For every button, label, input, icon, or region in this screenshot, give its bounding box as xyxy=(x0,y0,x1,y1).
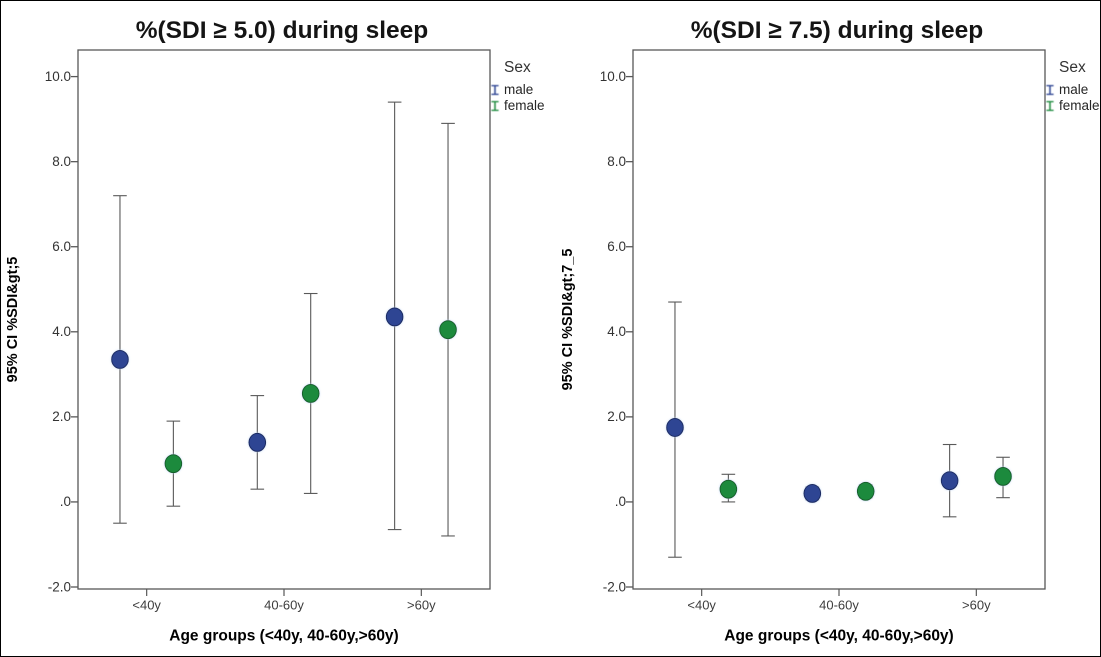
svg-text:%(SDI ≥ 5.0) during sleep: %(SDI ≥ 5.0) during sleep xyxy=(136,17,429,44)
svg-text:95% CI %SDI&gt;5: 95% CI %SDI&gt;5 xyxy=(5,257,21,383)
svg-text:>60y: >60y xyxy=(962,597,991,612)
svg-text:2.0: 2.0 xyxy=(52,409,71,424)
svg-text:10.0: 10.0 xyxy=(45,69,71,84)
svg-text:<40y: <40y xyxy=(687,597,716,612)
svg-text:Sex: Sex xyxy=(1059,59,1086,76)
svg-text:male: male xyxy=(504,82,533,97)
svg-text:Age groups (<40y, 40-60y,>60y): Age groups (<40y, 40-60y,>60y) xyxy=(169,628,398,645)
svg-text:.0: .0 xyxy=(615,494,626,509)
svg-text:6.0: 6.0 xyxy=(607,239,626,254)
svg-text:-2.0: -2.0 xyxy=(48,579,71,594)
svg-text:2.0: 2.0 xyxy=(607,409,626,424)
svg-text:10.0: 10.0 xyxy=(600,69,626,84)
svg-text:Sex: Sex xyxy=(504,59,531,76)
svg-text:4.0: 4.0 xyxy=(607,324,626,339)
svg-text:<40y: <40y xyxy=(132,597,161,612)
svg-text:-2.0: -2.0 xyxy=(603,579,626,594)
svg-text:male: male xyxy=(1059,82,1088,97)
svg-text:Age groups (<40y, 40-60y,>60y): Age groups (<40y, 40-60y,>60y) xyxy=(724,628,953,645)
svg-text:%(SDI ≥ 7.5) during sleep: %(SDI ≥ 7.5) during sleep xyxy=(691,17,984,44)
svg-text:40-60y: 40-60y xyxy=(819,597,859,612)
svg-text:female: female xyxy=(504,98,545,113)
svg-text:.0: .0 xyxy=(60,494,71,509)
svg-text:6.0: 6.0 xyxy=(52,239,71,254)
svg-text:8.0: 8.0 xyxy=(52,154,71,169)
svg-text:8.0: 8.0 xyxy=(607,154,626,169)
svg-text:95% CI %SDI&gt;7_5: 95% CI %SDI&gt;7_5 xyxy=(560,249,576,391)
svg-text:>60y: >60y xyxy=(407,597,436,612)
svg-text:female: female xyxy=(1059,98,1100,113)
svg-text:4.0: 4.0 xyxy=(52,324,71,339)
svg-text:40-60y: 40-60y xyxy=(264,597,304,612)
